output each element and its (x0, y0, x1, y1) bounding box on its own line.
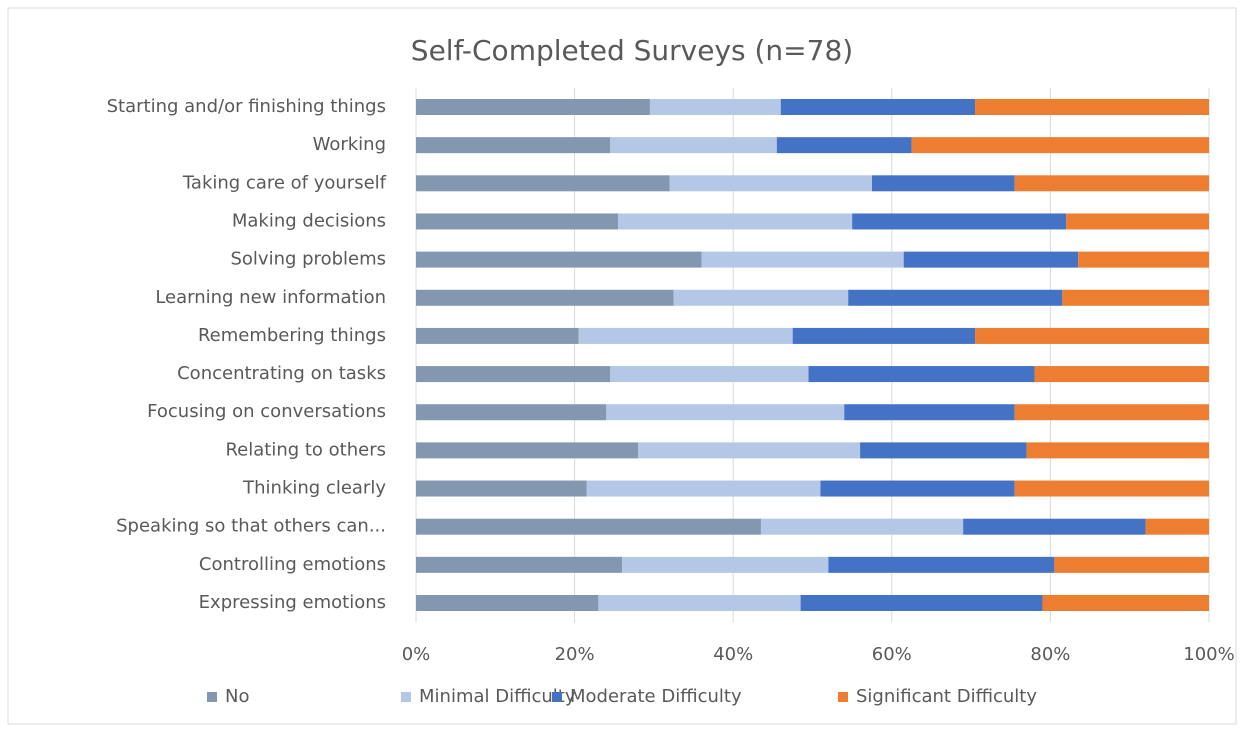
bar-segment (416, 289, 674, 306)
bar-segment (844, 404, 1015, 421)
bar-segment (776, 137, 912, 154)
bar-segment (618, 213, 853, 230)
y-tick-label: Relating to others (225, 439, 386, 460)
bar-segment (416, 137, 611, 154)
bar-segment (975, 99, 1209, 115)
legend-label: Moderate Difficulty (570, 686, 742, 707)
bar-segment (828, 556, 1055, 573)
legend-label: Significant Difficulty (856, 686, 1037, 707)
chart-title: Self-Completed Surveys (n=78) (411, 34, 853, 67)
y-tick-label: Controlling emotions (199, 554, 386, 575)
bar-segment (416, 480, 587, 497)
bar-segment (780, 99, 976, 115)
legend-label: No (225, 686, 249, 707)
bar-segment (792, 327, 976, 344)
x-tick-label: 40% (713, 644, 753, 665)
bar-segment (975, 327, 1209, 344)
y-tick-label: Learning new information (155, 287, 386, 308)
y-tick-label: Expressing emotions (199, 592, 386, 613)
bar-segment (416, 442, 639, 459)
bar-segment (416, 518, 761, 535)
bar-segment (871, 175, 1015, 192)
bar-segment (701, 251, 904, 268)
bar-segment (606, 404, 845, 421)
bar-segment (1078, 251, 1209, 268)
bar-segment (416, 556, 623, 573)
bar-segment (1014, 175, 1209, 192)
bar-segment (1066, 213, 1209, 230)
x-tick-label: 80% (1030, 644, 1070, 665)
y-tick-label: Concentrating on tasks (177, 363, 386, 384)
bar-segment (820, 480, 1015, 497)
bar-segment (578, 327, 793, 344)
legend-swatch (207, 692, 217, 702)
y-tick-label: Taking care of yourself (182, 172, 387, 193)
bar-segment (963, 518, 1146, 535)
bar-segment (760, 518, 964, 535)
y-tick-label: Starting and/or finishing things (107, 96, 386, 117)
bar-segment (1054, 556, 1209, 573)
x-tick-label: 0% (402, 644, 431, 665)
bar-segment (800, 595, 1043, 611)
bar-segment (610, 137, 777, 154)
bar-segment (622, 556, 829, 573)
bar-segment (416, 175, 670, 192)
bar-segment (416, 404, 607, 421)
y-tick-label: Making decisions (232, 210, 386, 231)
bar-segment (416, 595, 599, 611)
y-tick-label: Solving problems (230, 249, 386, 270)
bar-segment (808, 366, 1035, 383)
bar-segment (1062, 289, 1209, 306)
bar-segment (416, 327, 579, 344)
bar-segment (416, 99, 650, 115)
bar-segment (586, 480, 821, 497)
bar-segment (1026, 442, 1209, 459)
bar-segment (860, 442, 1027, 459)
bar-segment (638, 442, 861, 459)
legend-swatch (552, 692, 562, 702)
bar-segment (1034, 366, 1209, 383)
bar-segment (1014, 480, 1209, 497)
legend-swatch (838, 692, 848, 702)
y-tick-label: Thinking clearly (242, 478, 386, 499)
bar-segment (903, 251, 1079, 268)
bar-segment (610, 366, 809, 383)
bar-segment (669, 175, 872, 192)
legend-label: Minimal Difficulty (419, 686, 576, 707)
bar-segment (416, 251, 702, 268)
bar-segment (416, 213, 619, 230)
x-tick-label: 60% (872, 644, 912, 665)
bar-segment (416, 366, 611, 383)
y-tick-label: Focusing on conversations (147, 401, 386, 422)
bar-segment (1145, 518, 1209, 535)
y-tick-label: Remembering things (198, 325, 386, 346)
y-tick-label: Speaking so that others can... (116, 516, 386, 537)
x-tick-label: 20% (555, 644, 595, 665)
bar-segment (848, 289, 1063, 306)
bar-segment (1014, 404, 1209, 421)
bar-segment (911, 137, 1209, 154)
bar-segment (1042, 595, 1209, 611)
y-tick-label: Working (313, 134, 386, 155)
bar-segment (649, 99, 781, 115)
bar-segment (852, 213, 1067, 230)
bar-segment (598, 595, 801, 611)
bar-segment (673, 289, 849, 306)
x-tick-label: 100% (1183, 644, 1234, 665)
legend-swatch (401, 692, 411, 702)
